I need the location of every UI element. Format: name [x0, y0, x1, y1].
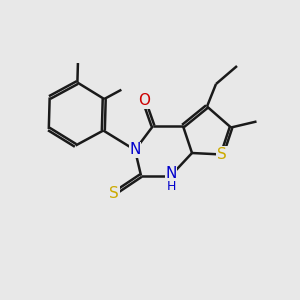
Text: H: H — [166, 180, 176, 194]
Text: S: S — [109, 186, 119, 201]
Text: N: N — [165, 166, 177, 181]
Text: N: N — [129, 142, 141, 158]
Text: O: O — [138, 93, 150, 108]
Text: S: S — [217, 147, 227, 162]
